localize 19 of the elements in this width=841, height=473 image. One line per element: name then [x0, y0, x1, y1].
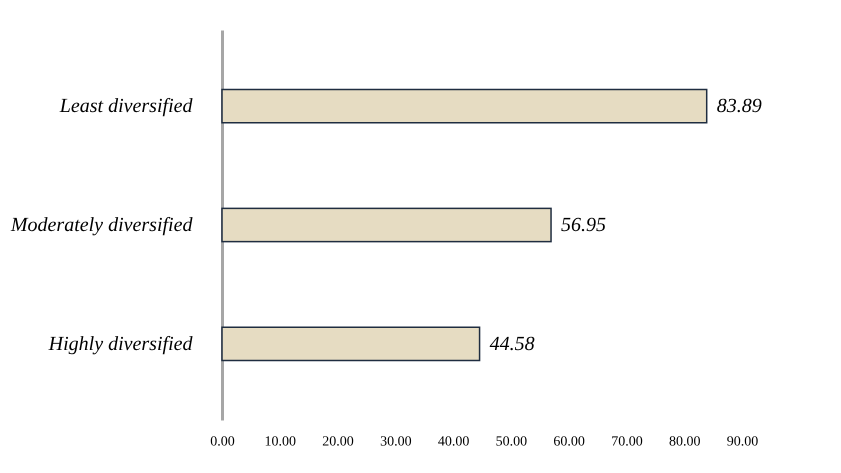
x-tick-label: 30.00 — [380, 434, 412, 450]
x-tick-label: 60.00 — [553, 434, 585, 450]
bar — [221, 88, 708, 124]
x-tick-label: 80.00 — [668, 434, 700, 450]
data-label: 83.89 — [716, 95, 762, 118]
x-tick-label: 0.00 — [210, 434, 235, 450]
x-tick-label: 70.00 — [611, 434, 643, 450]
x-tick-label: 40.00 — [438, 434, 470, 450]
bar — [221, 326, 480, 362]
data-label: 44.58 — [490, 332, 535, 355]
y-tick-label: Highly diversified — [48, 332, 194, 355]
x-tick-label: 10.00 — [264, 434, 296, 450]
data-label: 56.95 — [561, 214, 606, 236]
x-tick-label: 90.00 — [726, 434, 758, 450]
bar — [221, 208, 552, 242]
y-tick-label: Moderately diversified — [10, 214, 194, 236]
x-tick-label: 20.00 — [322, 434, 354, 450]
y-tick-label: Least diversified — [58, 95, 194, 118]
x-tick-label: 50.00 — [496, 434, 528, 450]
